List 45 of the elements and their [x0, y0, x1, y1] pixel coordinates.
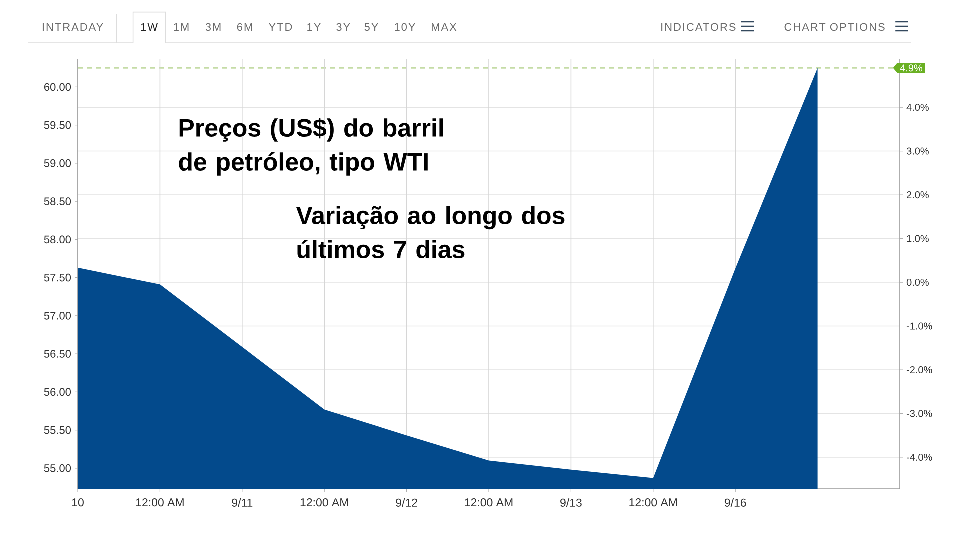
y-tick-label: 57.00: [44, 312, 72, 320]
x-tick-label: 9/12: [396, 498, 418, 507]
y2-tick-label: 0.0%: [906, 278, 929, 286]
x-tick-label: 9/11: [232, 498, 253, 507]
y-tick-label: 60.00: [44, 83, 72, 92]
y2-tick-label: -3.0%: [906, 410, 932, 418]
y-tick-label: 56.50: [44, 350, 72, 358]
text: 3Y: [336, 23, 350, 32]
text: MAX: [432, 23, 457, 31]
text: 1Y: [308, 23, 321, 31]
text: 1M: [174, 23, 189, 31]
x-tick-label: 12:00 AM: [630, 498, 678, 507]
text: YTD: [268, 23, 292, 31]
y2-tick-label: -4.0%: [906, 454, 932, 462]
x-tick-label: 9/13: [560, 498, 582, 507]
text: Variação ao longo dos últimos 7 dias: [296, 206, 565, 259]
text: 1W: [141, 23, 158, 31]
y2-tick-label: 4.0%: [906, 104, 929, 112]
x-tick-label: 10: [72, 498, 84, 507]
text: Preços (US$) do barril de petróleo, tipo WTI: [179, 118, 444, 176]
y-tick-label: 55.50: [44, 426, 72, 434]
text: 10Y: [395, 23, 416, 32]
text: INTRADAY: [42, 23, 104, 31]
text: 5Y: [364, 23, 378, 32]
text: 3M: [206, 23, 221, 32]
y-tick-label: 58.00: [44, 236, 72, 244]
y2-tick-label: 3.0%: [906, 148, 929, 155]
y-tick-label: 59.00: [44, 160, 72, 168]
x-tick-label: 9/16: [724, 498, 746, 507]
x-tick-label: 12:00 AM: [136, 498, 184, 507]
x-tick-label: 12:00 AM: [465, 498, 513, 507]
y2-tick-label: -1.0%: [906, 322, 932, 330]
y2-tick-label: 2.0%: [907, 191, 929, 199]
y2-tick-label: -2.0%: [906, 366, 932, 374]
text: INDICATORS: [662, 23, 736, 32]
text: 6M: [237, 23, 252, 32]
y-tick-label: 56.00: [44, 388, 72, 396]
y-tick-label: 58.50: [44, 198, 72, 206]
x-tick-label: 12:00 AM: [300, 498, 348, 507]
y-tick-label: 59.50: [44, 121, 72, 130]
y2-tick-label: 1.0%: [907, 235, 929, 242]
text: CHART OPTIONS: [784, 23, 885, 32]
ref-line-label: 4.9%: [900, 64, 923, 72]
y-tick-label: 57.50: [44, 274, 72, 282]
y-tick-label: 55.00: [44, 464, 72, 472]
